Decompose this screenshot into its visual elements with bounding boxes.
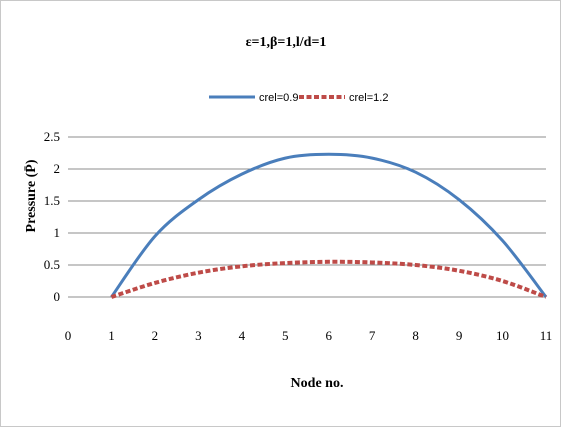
y-tick-label: 0 (54, 289, 61, 304)
chart-title: ε=1,β=1,l/d=1 (246, 35, 327, 50)
y-tick-label: 0.5 (44, 257, 60, 272)
series-line-1 (110, 259, 547, 299)
gridlines (68, 136, 546, 298)
x-tick-label: 0 (65, 328, 72, 343)
x-tick-label: 6 (325, 328, 332, 343)
y-tick-label: 2 (54, 161, 61, 176)
x-tick-label: 4 (239, 328, 246, 343)
legend: crel=0.9 crel=1.2 (209, 92, 388, 104)
series-lines (110, 152, 548, 299)
y-tick-label: 1 (54, 225, 61, 240)
x-tick-label: 9 (456, 328, 463, 343)
x-axis-ticks: 0 1 2 3 4 5 6 7 8 9 10 11 (65, 328, 553, 343)
legend-label-0: crel=0.9 (259, 92, 298, 104)
x-tick-label: 7 (369, 328, 376, 343)
y-tick-label: 1.5 (44, 193, 60, 208)
x-tick-label: 11 (540, 328, 553, 343)
x-tick-label: 3 (195, 328, 202, 343)
y-axis-label: Pressure (P̄) (24, 159, 39, 232)
x-tick-label: 5 (282, 328, 289, 343)
legend-label-1: crel=1.2 (349, 92, 388, 104)
x-tick-label: 8 (412, 328, 419, 343)
x-axis-label: Node no. (291, 376, 344, 391)
y-tick-label: 2.5 (44, 129, 60, 144)
x-tick-label: 2 (152, 328, 159, 343)
y-axis-ticks: 0 0.5 1 1.5 2 2.5 (44, 129, 60, 304)
x-tick-label: 1 (108, 328, 115, 343)
x-tick-label: 10 (496, 328, 509, 343)
series-line-0 (110, 152, 548, 298)
